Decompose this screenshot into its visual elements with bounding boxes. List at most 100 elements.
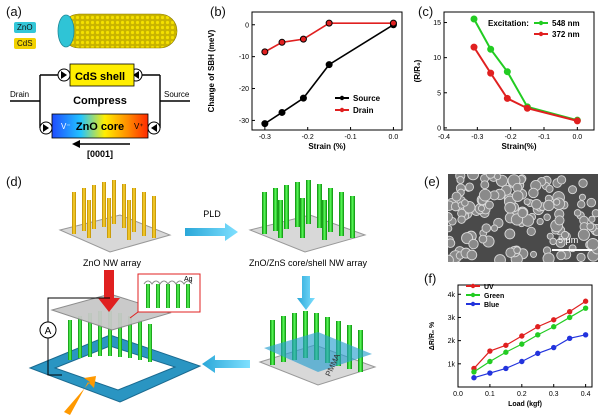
legend-marker (538, 20, 544, 26)
data-point (573, 117, 581, 125)
data-point (471, 369, 477, 375)
data-point (299, 35, 307, 43)
plot-frame (457, 284, 593, 388)
y-tick-label: 2k (448, 338, 456, 345)
coreshell-nanowires (262, 180, 355, 240)
data-point (470, 15, 478, 23)
x-tick-label: -0.2 (505, 134, 517, 141)
nanowire-grain (511, 190, 524, 202)
legend-entry-blue: Blue (484, 302, 499, 309)
nanowire-grain (531, 199, 542, 210)
y-axis-label: Change of SBH (meV) (207, 29, 216, 112)
nanowire-grain (530, 250, 538, 258)
direction-label: [0001] (87, 149, 113, 159)
nanowire-grain (560, 230, 570, 240)
down-arrow (297, 276, 315, 310)
data-point (582, 305, 589, 311)
data-point (487, 348, 493, 354)
panel-e-label: (e) (424, 174, 440, 189)
panel-f: (f) 0.0 0.1 0.2 0.3 0.4 1k 2k 3k 4k Load (kgf) ΔR/… (420, 265, 600, 417)
pld-label: PLD (203, 209, 221, 219)
nanowire-grain (457, 215, 466, 224)
x-axis-label: Load (kgf) (508, 401, 542, 408)
y-tick-label: 5 (437, 90, 441, 97)
nanowire-illustration (57, 13, 178, 49)
nanowire-grain (578, 178, 588, 188)
data-point (503, 342, 509, 348)
device-nanowires (68, 311, 152, 362)
nanowire-grain (577, 228, 590, 241)
nanowire-grain (480, 180, 490, 190)
x-tick-label: 0.3 (549, 391, 559, 398)
panel-c: (c) -0.4 -0.3 -0.2 -0.1 0.0 0 5 10 15 Strain(%) (R… (410, 0, 600, 160)
nanowire-grain (490, 224, 499, 232)
plot-frame (443, 11, 595, 131)
nanowire-grain (542, 252, 555, 262)
x-axis-label: Strain(%) (501, 142, 536, 151)
resistance-strain-chart: -0.4 -0.3 -0.2 -0.1 0.0 0 5 10 15 Strain(%) (R/R₀)… (413, 11, 595, 151)
nanowire-grain (493, 174, 502, 181)
nanowire-grain (576, 252, 586, 262)
y-tick-label: -10 (239, 54, 249, 61)
data-point (551, 324, 557, 330)
nanowire-grain (578, 193, 586, 201)
nanowire-grain (478, 188, 492, 202)
nanowire-grain (451, 191, 462, 202)
sbh-strain-chart: -0.3 -0.2 -0.1 0.0 -30 -20 -10 0 Strain (%) Chang… (207, 11, 403, 151)
nanowire-grain (466, 249, 478, 261)
nanowire-grain (448, 238, 456, 248)
data-point (487, 358, 493, 365)
data-point (325, 61, 333, 69)
drain-label: Drain (10, 90, 29, 99)
nanowire-grain (494, 254, 506, 262)
panel-f-label: (f) (424, 271, 437, 286)
source-label: Source (164, 90, 190, 99)
legend-zno: ZnO (14, 22, 36, 33)
core-label: ZnO core (76, 121, 124, 133)
data-point (278, 38, 286, 46)
panel-a: (a) (0, 0, 200, 160)
y-tick-label: 3k (448, 315, 456, 322)
data-point (503, 94, 511, 102)
nanowire-grain (543, 199, 555, 212)
panel-d-label: (d) (6, 174, 22, 189)
data-point (470, 43, 478, 51)
y-tick-label: 0 (437, 125, 441, 132)
shell-label: CdS shell (75, 71, 125, 83)
nanowire-grain (504, 228, 516, 240)
nanowire-grain (556, 250, 566, 261)
inset-label: Ag (184, 276, 193, 283)
y-tick-label: 15 (433, 20, 441, 27)
resistance-load-chart: 0.0 0.1 0.2 0.3 0.4 1k 2k 3k 4k Load (kgf) ΔR/R₀ %… (429, 283, 593, 408)
y-axis-label: (R/R₀) (413, 59, 422, 82)
legend-marker (339, 95, 345, 101)
data-point (261, 48, 269, 56)
step2-label: ZnO/ZnS core/shell NW array (249, 258, 368, 268)
legend-entry-green: Green (484, 293, 504, 300)
nanowire-grain (456, 176, 465, 185)
x-tick-label: -0.4 (438, 134, 450, 141)
nanowire-grain (536, 217, 544, 226)
data-point (503, 365, 509, 372)
panel-a-label: (a) (6, 4, 22, 19)
x-axis-label: Strain (%) (308, 142, 346, 151)
x-tick-label: 0.1 (485, 391, 495, 398)
x-tick-label: 0.2 (517, 391, 527, 398)
step1-label: ZnO NW array (83, 258, 142, 268)
nanowire-grain (586, 238, 598, 251)
data-point (523, 104, 531, 112)
data-point (582, 332, 589, 338)
nanowire-grain (485, 174, 496, 179)
y-tick-label: 0 (245, 22, 249, 29)
light-arrow (64, 376, 96, 415)
data-point (487, 370, 493, 376)
plot-frame (251, 11, 403, 131)
nanowire-grain (478, 234, 488, 244)
data-point (278, 108, 286, 116)
nanowire-grain (481, 223, 492, 233)
data-point (325, 19, 333, 27)
nanowire-grain (586, 197, 597, 208)
compress-label: Compress (73, 95, 127, 107)
panel-e: (e) 5 μm (420, 170, 600, 265)
pressure-arrow (98, 270, 120, 312)
